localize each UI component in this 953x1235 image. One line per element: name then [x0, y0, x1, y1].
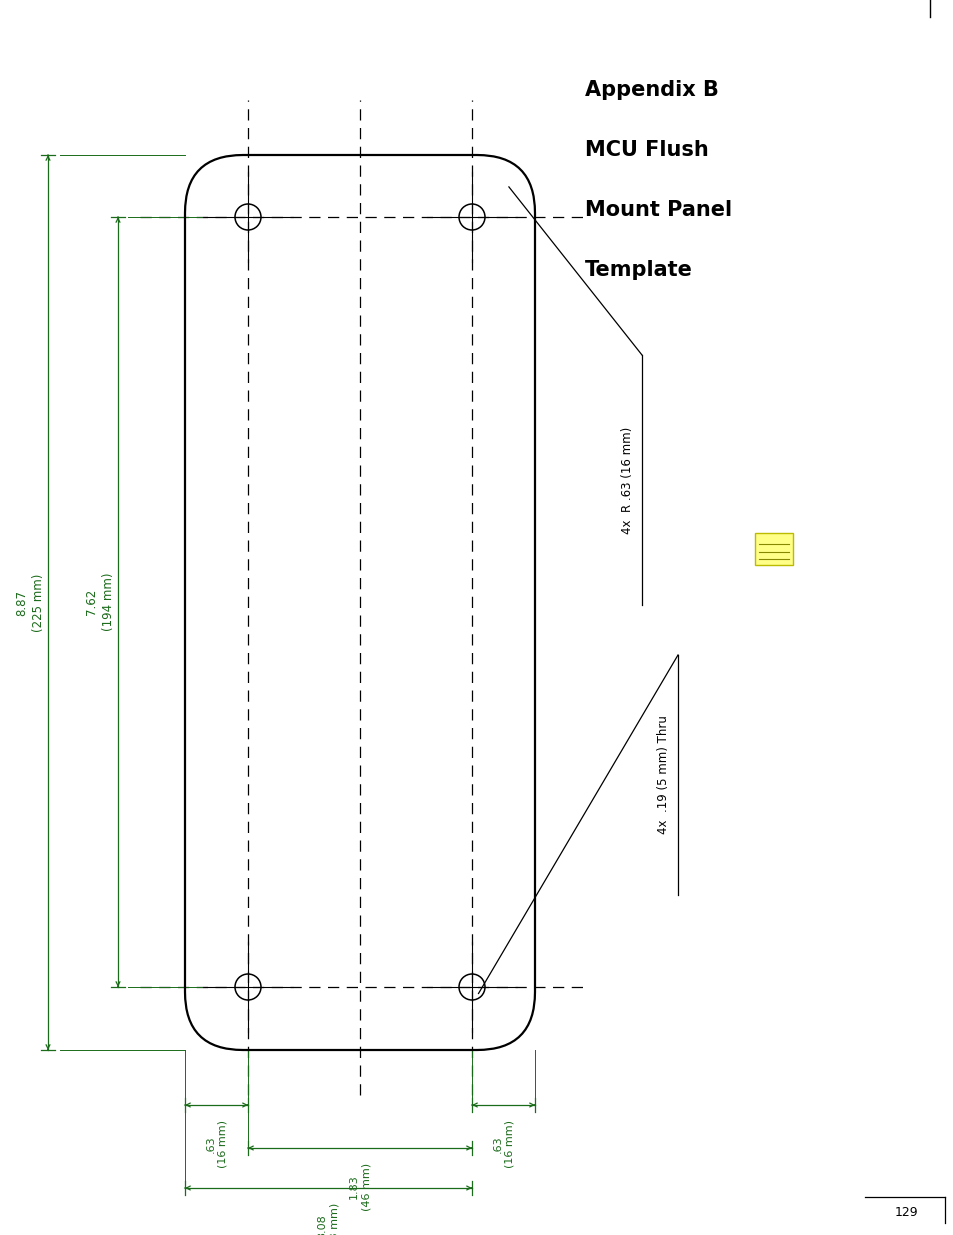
Text: 4x  .19 (5 mm) Thru: 4x .19 (5 mm) Thru: [657, 715, 670, 835]
Text: MCU Flush: MCU Flush: [584, 140, 708, 161]
Bar: [754, 534, 792, 564]
Text: Appendix B: Appendix B: [584, 80, 719, 100]
Text: Template: Template: [584, 261, 692, 280]
Text: 7.62
(194 mm): 7.62 (194 mm): [85, 573, 115, 631]
Text: 4x  R .63 (16 mm): 4x R .63 (16 mm): [620, 426, 634, 534]
Text: .63
(16 mm): .63 (16 mm): [492, 1120, 515, 1168]
Text: 8.87
(225 mm): 8.87 (225 mm): [15, 573, 45, 631]
Text: 3.08
(78 mm): 3.08 (78 mm): [317, 1203, 339, 1235]
Text: 1.83
(46 mm): 1.83 (46 mm): [349, 1163, 371, 1212]
Text: 129: 129: [894, 1207, 918, 1219]
Text: Mount Panel: Mount Panel: [584, 200, 731, 220]
Text: .63
(16 mm): .63 (16 mm): [205, 1120, 228, 1168]
